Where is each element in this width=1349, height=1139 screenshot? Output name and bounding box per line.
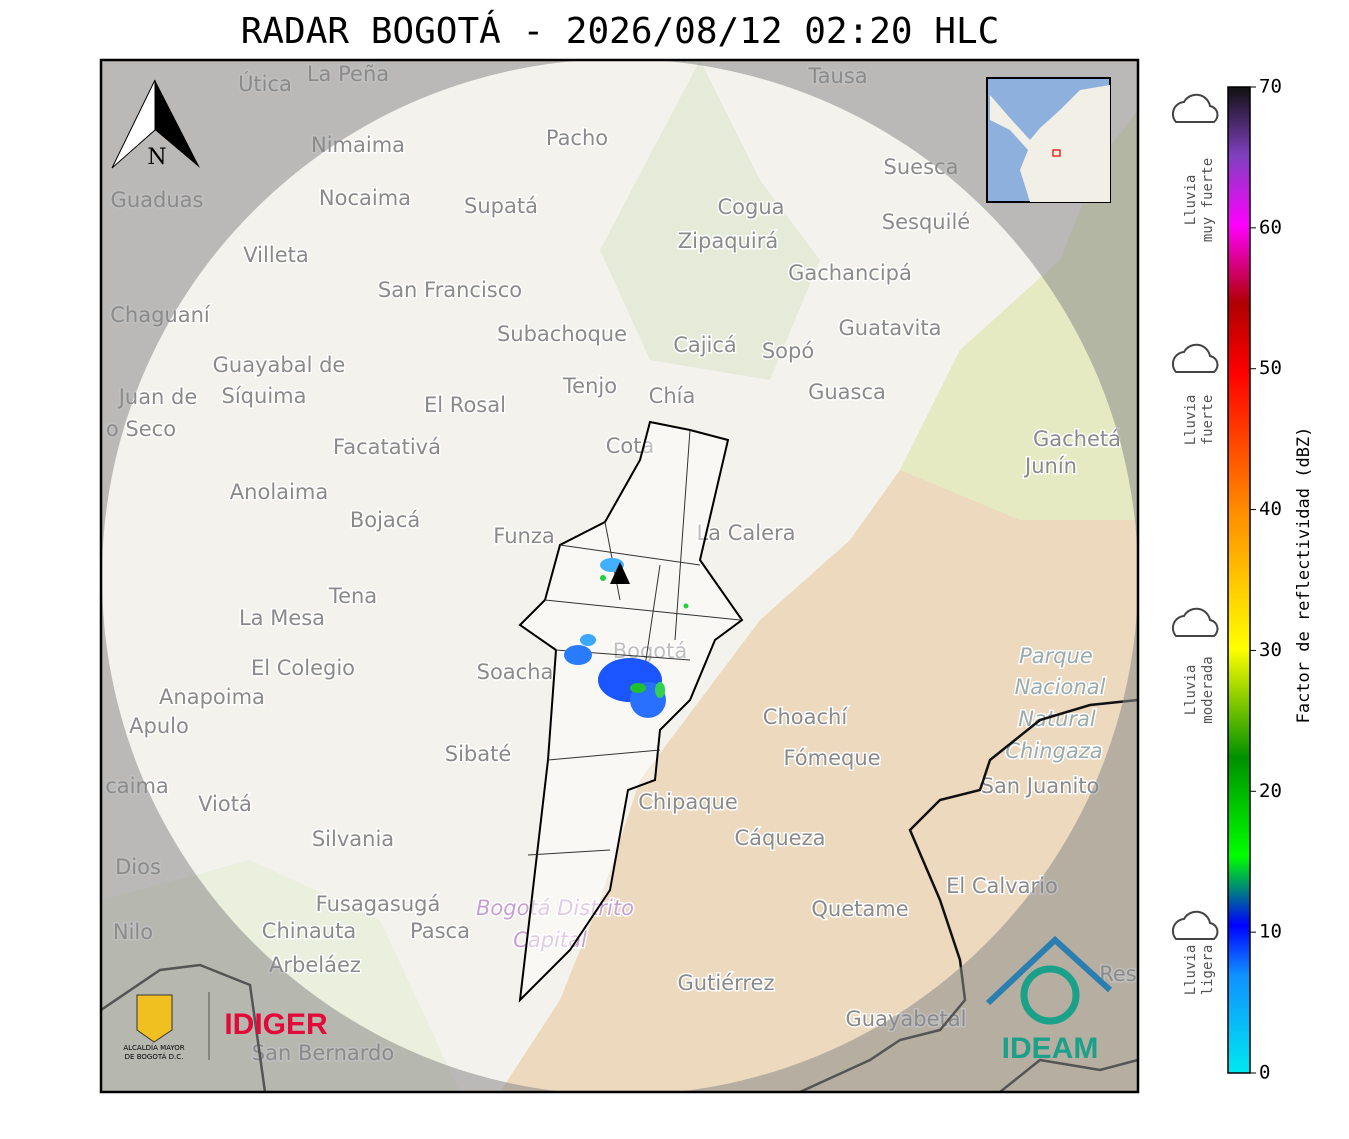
colorbar-tick-label: 0 — [1259, 1062, 1270, 1084]
legend-label: Lluvia — [1183, 395, 1199, 446]
ideam-text: IDEAM — [1002, 1032, 1099, 1065]
colorbar-tick-label: 40 — [1259, 498, 1282, 520]
north-arrow: N — [111, 79, 200, 170]
legend-item: Lluvia ligera — [1171, 910, 1219, 996]
map-frame — [99, 58, 1140, 1094]
colorbar-label: Factor de reflectividad (dBZ) — [1294, 427, 1314, 724]
colorbar-tick-label: 30 — [1259, 639, 1282, 661]
weather-icon — [1171, 910, 1219, 940]
legend-label: muy fuerte — [1200, 158, 1216, 242]
idiger-text: IDIGER — [224, 1008, 328, 1041]
weather-icon — [1171, 607, 1219, 637]
colorbar-tick-label: 70 — [1259, 76, 1282, 98]
colorbar-tick-label: 20 — [1259, 780, 1282, 802]
north-label: N — [147, 145, 166, 170]
legend-item: Lluvia muy fuerte — [1171, 93, 1219, 242]
weather-icon — [1171, 93, 1219, 123]
inset-map — [986, 77, 1111, 203]
legend-item: Lluvia fuerte — [1171, 343, 1219, 446]
legend-label: Lluvia — [1183, 665, 1199, 716]
title: RADAR BOGOTÁ - 2026/08/12 02:20 HLC — [241, 10, 1000, 52]
legend-label: ligera — [1200, 945, 1216, 996]
colorbar-tick-label: 50 — [1259, 357, 1282, 379]
colorbar-tick-label: 10 — [1259, 921, 1282, 943]
weather-icon — [1171, 343, 1219, 373]
map: La PeñaÚticaTausaPachoNimaimaGuaduasNoca… — [101, 60, 1138, 1092]
colorbar-tick-label: 60 — [1259, 216, 1282, 238]
legend-label: Lluvia — [1183, 945, 1199, 996]
legend-item: Lluvia moderada — [1171, 607, 1219, 724]
colorbar — [1227, 86, 1251, 1074]
legend-label: moderada — [1200, 656, 1216, 723]
legend-label: Lluvia — [1183, 175, 1199, 226]
legend-label: fuerte — [1200, 395, 1216, 446]
logos: ALCALDÍA MAYOR DE BOGOTÁ D.C. IDIGER IDE… — [123, 935, 1113, 1065]
coverage-shade — [101, 60, 1138, 1092]
alcaldia-text: ALCALDÍA MAYOR — [123, 1043, 184, 1052]
alcaldia-text: DE BOGOTÁ D.C. — [125, 1052, 184, 1061]
